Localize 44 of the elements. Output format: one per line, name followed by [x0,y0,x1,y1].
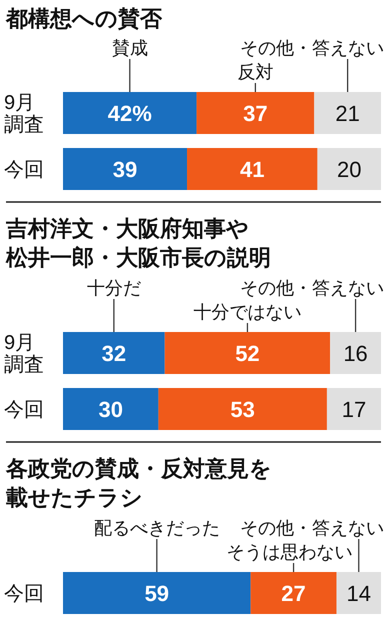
chart-title: 各政党の賛成・反対意見を載せたチラシ [5,456,272,510]
series-label: 十分だ [86,278,141,298]
data-label: 14 [346,581,371,606]
data-label: 16 [343,341,368,366]
chart-title: 都構想への賛否 [5,6,163,31]
data-label: 21 [335,101,360,126]
chart-title: 吉村洋文・大阪府知事や松井一郎・大阪市長の説明 [5,216,271,270]
y-tick-label: 今回 [4,159,44,181]
bar [63,148,188,190]
bar [63,388,158,430]
bar [317,148,381,190]
series-label: その他・答えない [240,518,384,538]
series-label: 賛成 [112,38,148,58]
data-label: 27 [281,581,306,606]
data-label: 52 [235,341,260,366]
data-label: 41 [240,157,264,182]
bar [164,332,330,374]
series-label: 十分ではない [193,302,302,322]
bar [330,332,381,374]
data-label: 39 [112,157,138,182]
data-label: 42% [108,101,152,126]
data-label: 37 [243,101,268,126]
bar [187,148,318,190]
y-tick-label: 9月調査 [4,92,44,136]
data-label: 32 [102,341,126,366]
data-label: 17 [342,397,366,422]
y-tick-label: 今回 [4,399,44,421]
data-label: 20 [336,157,362,182]
data-label: 53 [230,397,255,422]
series-label: 反対 [237,62,274,82]
bar [158,388,327,430]
series-label: そうは思わない [226,542,353,562]
series-label: その他・答えない [240,38,384,58]
bar [196,92,314,134]
series-label: その他・答えない [240,278,384,298]
bar [63,92,197,134]
data-label: 30 [98,397,123,422]
y-tick-label: 9月調査 [4,332,44,376]
bar [326,388,381,430]
series-label: 配るべきだった [94,518,220,538]
data-label: 59 [144,581,170,606]
bar [314,92,381,134]
y-tick-label: 今回 [4,583,44,605]
bar [63,332,165,374]
